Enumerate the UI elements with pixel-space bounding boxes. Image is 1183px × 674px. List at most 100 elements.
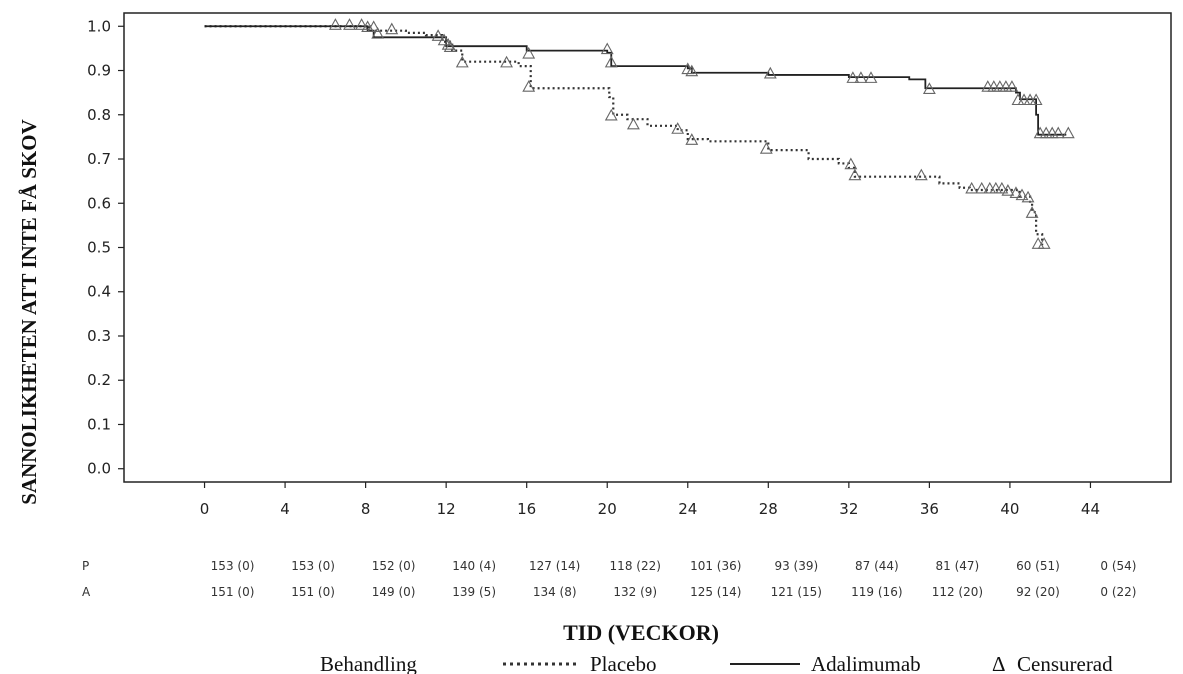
censor-marker-adalimumab xyxy=(1051,126,1065,139)
risk-cell: 121 (15) xyxy=(771,585,822,599)
censor-marker-placebo xyxy=(685,133,699,145)
y-tick-label: 0.8 xyxy=(87,106,111,124)
y-tick-label: 0.0 xyxy=(87,460,111,478)
censor-marker-placebo xyxy=(965,181,979,194)
legend-title: Behandling xyxy=(320,652,417,674)
y-tick-label: 0.2 xyxy=(87,371,111,389)
risk-cell: 149 (0) xyxy=(372,585,416,599)
risk-row-label: P xyxy=(82,559,89,573)
x-tick-label: 20 xyxy=(598,500,617,518)
risk-cell: 151 (0) xyxy=(211,585,255,599)
risk-cell: 101 (36) xyxy=(690,559,741,573)
y-tick-label: 0.9 xyxy=(87,62,111,80)
x-tick-label: 0 xyxy=(200,500,210,518)
y-tick-label: 0.7 xyxy=(87,150,111,168)
risk-row-label: A xyxy=(82,585,91,599)
y-tick-label: 0.5 xyxy=(87,239,111,257)
censor-marker-placebo xyxy=(975,181,989,194)
x-tick-label: 32 xyxy=(839,500,858,518)
x-tick-label: 44 xyxy=(1081,500,1100,518)
legend-censored-symbol: Δ xyxy=(992,652,1006,674)
y-tick-label: 0.1 xyxy=(87,415,111,433)
risk-cell: 151 (0) xyxy=(291,585,335,599)
risk-cell: 125 (14) xyxy=(690,585,741,599)
censor-marker-placebo xyxy=(328,18,342,30)
censor-marker-placebo xyxy=(1001,184,1015,196)
censor-marker-adalimumab xyxy=(763,66,777,79)
risk-cell: 153 (0) xyxy=(291,559,335,573)
y-axis-label: SANNOLIKHETEN ATT INTE FÅ SKOV xyxy=(17,119,41,505)
censor-marker-adalimumab xyxy=(854,71,868,83)
risk-cell: 134 (8) xyxy=(533,585,577,599)
censor-marker-adalimumab xyxy=(431,29,445,41)
x-tick-label: 28 xyxy=(759,500,778,518)
risk-cell: 93 (39) xyxy=(774,559,818,573)
censor-marker-placebo xyxy=(626,117,640,130)
censor-marker-adalimumab xyxy=(600,42,614,55)
censor-marker-adalimumab xyxy=(371,26,385,39)
y-axis-ticks: 0.0 0.1 0.2 0.3 0.4 0.5 0.6 0.7 0.8 0.9 1.0 xyxy=(87,17,124,478)
legend-censored-label: Censurerad xyxy=(1017,652,1113,674)
legend: Behandling Placebo Adalimumab Δ Censurer… xyxy=(320,652,1113,674)
censor-markers xyxy=(328,18,1075,249)
censor-marker-placebo xyxy=(500,55,513,68)
censor-marker-adalimumab xyxy=(522,46,536,59)
x-tick-label: 12 xyxy=(437,500,456,518)
censor-marker-adalimumab xyxy=(361,20,375,33)
censor-marker-placebo xyxy=(844,157,858,170)
risk-cell: 118 (22) xyxy=(610,559,661,573)
censor-marker-placebo xyxy=(914,168,928,181)
censor-marker-placebo xyxy=(385,22,399,35)
censor-marker-placebo xyxy=(1021,190,1035,203)
risk-cell: 0 (54) xyxy=(1100,559,1136,573)
y-tick-label: 0.6 xyxy=(87,194,111,212)
censor-marker-placebo xyxy=(455,55,469,68)
y-tick-label: 1.0 xyxy=(87,17,111,35)
x-tick-label: 40 xyxy=(1000,500,1019,518)
censor-marker-placebo xyxy=(343,18,356,30)
x-axis-ticks: 0 4 8 12 16 20 24 28 32 36 40 44 xyxy=(200,482,1100,518)
censor-marker-adalimumab xyxy=(846,71,860,83)
x-tick-label: 8 xyxy=(361,500,371,518)
risk-cell: 152 (0) xyxy=(372,559,416,573)
risk-cell: 153 (0) xyxy=(211,559,255,573)
x-axis-label: TID (VECKOR) xyxy=(563,620,719,645)
risk-cell: 140 (4) xyxy=(452,559,496,573)
risk-cell: 87 (44) xyxy=(855,559,899,573)
risk-cell: 92 (20) xyxy=(1016,585,1060,599)
series-layer xyxy=(204,25,1067,246)
risk-cell: 139 (5) xyxy=(452,585,496,599)
y-axis-label-group: SANNOLIKHETEN ATT INTE FÅ SKOV xyxy=(17,119,41,505)
risk-cell: 112 (20) xyxy=(932,585,983,599)
censor-marker-adalimumab xyxy=(1029,93,1043,106)
censor-marker-placebo xyxy=(671,122,685,134)
x-tick-label: 4 xyxy=(280,500,290,518)
censor-marker-placebo xyxy=(848,168,862,181)
risk-cell: 0 (22) xyxy=(1100,585,1136,599)
plot-frame xyxy=(123,12,1172,483)
legend-placebo-label: Placebo xyxy=(590,652,656,674)
y-tick-label: 0.4 xyxy=(87,283,111,301)
censor-marker-placebo xyxy=(443,40,457,52)
censor-marker-adalimumab xyxy=(604,55,618,68)
risk-cell: 60 (51) xyxy=(1016,559,1060,573)
x-tick-label: 16 xyxy=(517,500,536,518)
censor-marker-adalimumab xyxy=(441,38,455,50)
censor-marker-placebo xyxy=(522,80,536,92)
risk-table: P 153 (0) 153 (0) 152 (0) 140 (4) 127 (14) 118… xyxy=(82,559,1137,599)
censor-marker-adalimumab xyxy=(685,64,699,77)
censor-marker-adalimumab xyxy=(922,82,936,94)
y-tick-label: 0.3 xyxy=(87,327,111,345)
censor-marker-adalimumab xyxy=(1005,80,1019,92)
x-tick-label: 36 xyxy=(920,500,939,518)
censor-marker-placebo xyxy=(437,33,451,46)
censor-marker-placebo xyxy=(1025,206,1039,218)
censor-marker-placebo xyxy=(1037,237,1051,249)
series-line-placebo xyxy=(204,25,1044,246)
censor-marker-placebo xyxy=(604,108,618,121)
censor-marker-placebo xyxy=(355,18,369,30)
censor-marker-placebo xyxy=(995,181,1009,194)
risk-cell: 119 (16) xyxy=(851,585,902,599)
legend-adalimumab-label: Adalimumab xyxy=(811,652,921,674)
